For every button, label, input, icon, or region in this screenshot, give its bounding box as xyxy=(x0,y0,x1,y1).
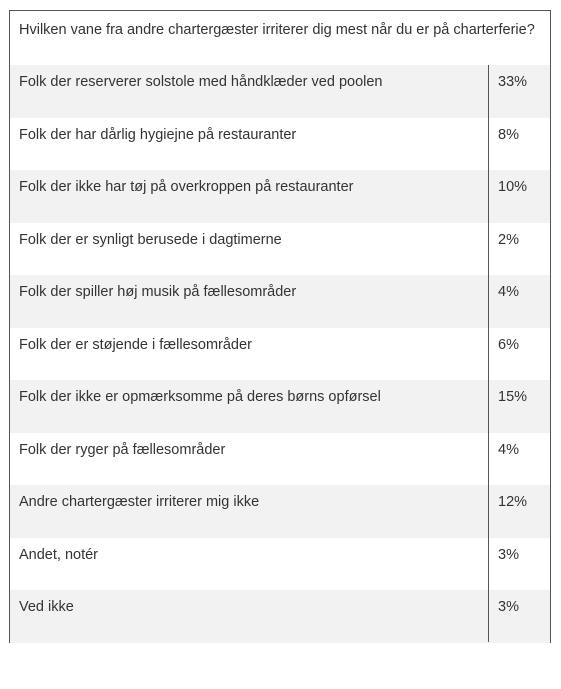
answer-percent: 4% xyxy=(498,441,519,458)
table-row: Andre chartergæster irriterer mig ikke 12… xyxy=(10,485,550,538)
table-row: Folk der reserverer solstole med håndklæ… xyxy=(10,65,550,118)
answer-label: Folk der ryger på fællesområder xyxy=(19,441,226,458)
answer-percent: 2% xyxy=(498,231,519,248)
answer-percent: 3% xyxy=(498,546,519,563)
answer-percent: 15% xyxy=(498,389,528,405)
table: Hvilken vane fra andre chartergæster irr… xyxy=(9,10,551,643)
answer-percent: 3% xyxy=(498,599,519,615)
answer-label: Folk der er synligt berusede i dagtimern… xyxy=(19,231,282,248)
table-row: Folk der har dårlig hygiejne på restaura… xyxy=(10,118,550,171)
answer-label: Andre chartergæster irriterer mig ikke xyxy=(19,494,260,510)
table-row: Folk der spiller høj musik på fællesområ… xyxy=(10,275,550,328)
answer-label: Andet, notér xyxy=(19,546,98,563)
answer-label: Folk der er støjende i fællesområder xyxy=(19,336,252,353)
table-row: Ved ikke 3% xyxy=(10,590,550,643)
answer-percent: 33% xyxy=(498,74,528,90)
table-row: Folk der ikke er opmærksomme på deres bø… xyxy=(10,380,550,433)
table-title: Hvilken vane fra andre chartergæster irr… xyxy=(19,22,535,38)
table-row: Folk der ryger på fællesområder 4% xyxy=(10,433,550,486)
answer-percent: 12% xyxy=(498,494,528,510)
answer-label: Folk der spiller høj musik på fællesområ… xyxy=(19,284,297,300)
answer-label: Folk der reserverer solstole med håndklæ… xyxy=(19,74,383,90)
table-row: Folk der er støjende i fællesområder 6% xyxy=(10,328,550,381)
table-row: Andet, notér 3% xyxy=(10,538,550,591)
answer-percent: 4% xyxy=(498,284,519,300)
answer-percent: 8% xyxy=(498,126,519,143)
table-row: Folk der er synligt berusede i dagtimern… xyxy=(10,223,550,276)
answer-percent: 6% xyxy=(498,336,519,353)
answer-label: Folk der ikke har tøj på overkroppen på … xyxy=(19,179,354,195)
table-row: Folk der ikke har tøj på overkroppen på … xyxy=(10,170,550,223)
table-body: Folk der reserverer solstole med håndklæ… xyxy=(10,65,550,643)
answer-label: Folk der har dårlig hygiejne på restaura… xyxy=(19,126,297,143)
answer-label: Folk der ikke er opmærksomme på deres bø… xyxy=(19,389,381,405)
answer-label: Ved ikke xyxy=(19,599,74,615)
column-divider xyxy=(488,65,489,642)
answer-percent: 10% xyxy=(498,179,528,195)
